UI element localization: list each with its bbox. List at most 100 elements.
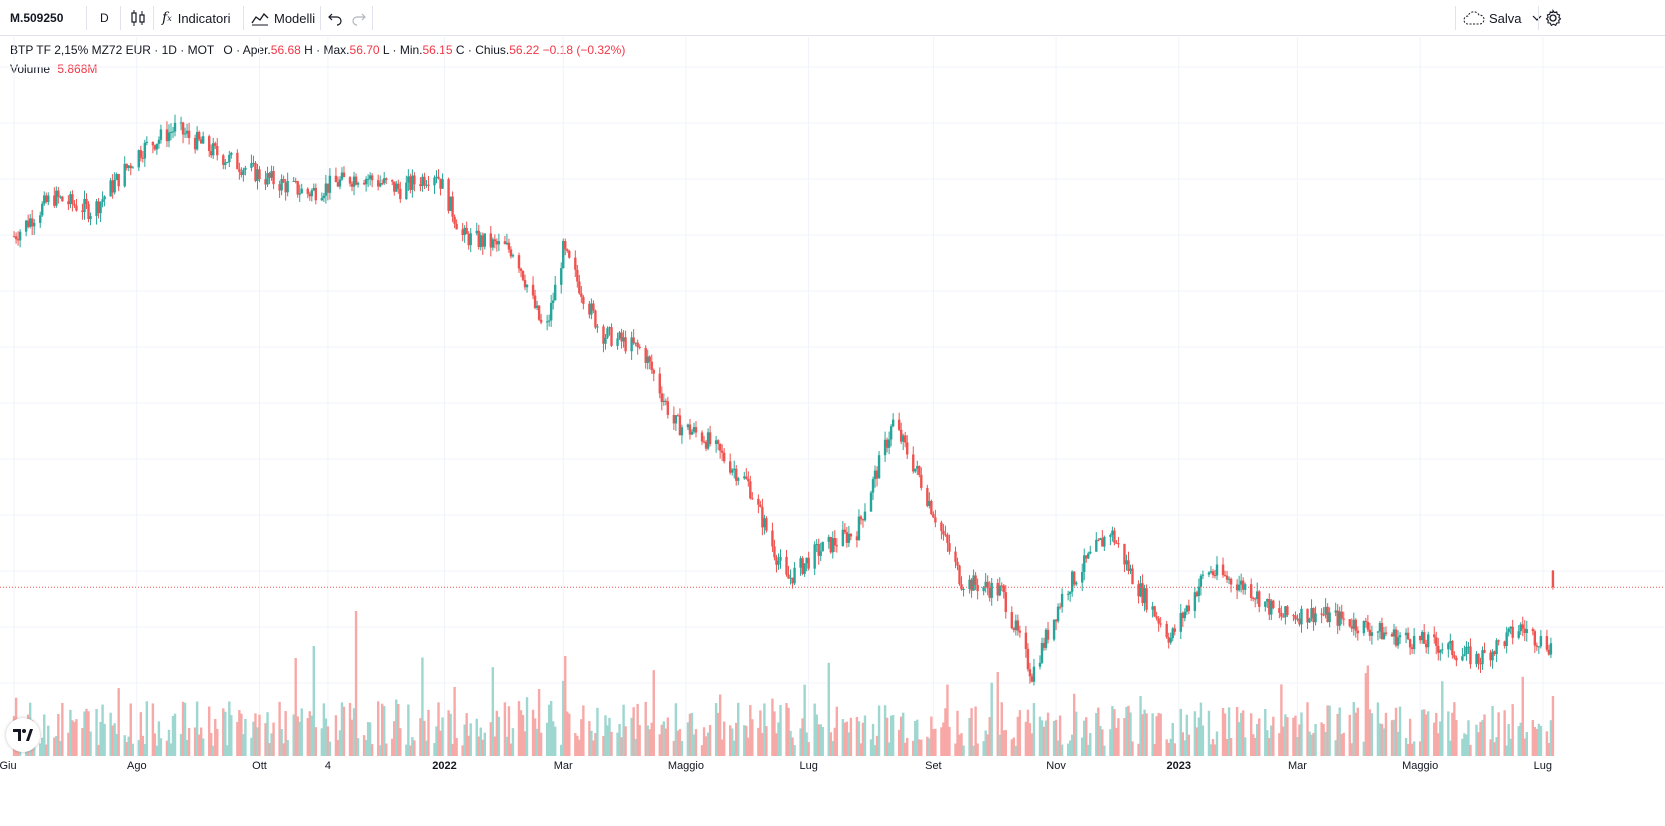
candle-body (123, 163, 126, 187)
candle-body (578, 281, 581, 294)
candle-body (1427, 634, 1430, 648)
candle-body (141, 157, 145, 159)
interval-button[interactable]: D (100, 0, 109, 36)
time-axis[interactable]: Giu Ago Ott 4 2022 Mar Maggio Lug Set Nov 2023 Mar M… (0, 756, 1665, 826)
candle-body (777, 560, 780, 565)
candle-body (678, 415, 682, 436)
templates-icon (251, 9, 269, 27)
volume-bar (151, 703, 155, 756)
candle-body (73, 203, 76, 206)
candle-body (855, 536, 859, 541)
volume-bar (1547, 742, 1551, 756)
volume-bar (793, 745, 796, 756)
candle-body (799, 558, 802, 568)
volume-bar (531, 709, 535, 756)
volume-bar (1306, 702, 1309, 756)
volume-bar (1310, 734, 1313, 756)
candle-body (1209, 571, 1213, 573)
candle-body (751, 498, 754, 500)
volume-bar (1348, 714, 1351, 756)
volume-bar (197, 734, 201, 756)
candle-body (467, 234, 470, 246)
volume-bar (861, 722, 865, 756)
candle-body (831, 538, 834, 553)
candle-body (1227, 578, 1231, 580)
volume-bar (1241, 710, 1245, 756)
candle-body (505, 242, 509, 245)
candle-body (1310, 607, 1313, 619)
candle-body (829, 536, 832, 553)
volume-bar (1070, 734, 1074, 756)
symbol-search-button[interactable]: M.509250 (10, 0, 63, 36)
candle-body (1151, 606, 1154, 610)
settings-button[interactable] (1544, 0, 1562, 36)
candle-body (1306, 608, 1309, 623)
candle-body (1533, 631, 1537, 646)
candle-body (368, 175, 372, 179)
candle-body (312, 187, 316, 191)
templates-button[interactable]: Modelli (251, 0, 315, 36)
volume-bar (932, 729, 935, 756)
candle-body (1348, 619, 1351, 627)
volume-bar (960, 733, 963, 756)
volume-bar (948, 726, 951, 756)
volume-bar (181, 701, 185, 756)
candle-body (588, 303, 591, 315)
volume-bar (1511, 704, 1514, 756)
volume-bar (831, 741, 834, 756)
cloud-icon (1463, 11, 1485, 25)
candle-body (242, 169, 245, 176)
candle-body (1171, 628, 1174, 639)
volume-bar (1002, 730, 1005, 756)
volume-bar (757, 727, 760, 756)
volume-bar (835, 706, 839, 756)
undo-button[interactable] (327, 0, 343, 36)
save-button[interactable]: Salva (1463, 0, 1542, 36)
volume-bar (1433, 722, 1436, 756)
candle-body (652, 370, 655, 374)
volume-bar (1113, 709, 1116, 756)
volume-bar (1227, 707, 1231, 756)
volume-bar (1221, 708, 1225, 756)
volume-bar (1028, 723, 1032, 756)
candle-body (109, 180, 112, 197)
volume-bar (1324, 731, 1327, 756)
volume-bar (855, 716, 859, 756)
candle-body (224, 162, 227, 165)
candle-body (1137, 584, 1140, 597)
candle-body (1525, 629, 1528, 633)
volume-bar (1143, 709, 1146, 756)
candle-body (157, 139, 161, 144)
chart-type-button[interactable] (128, 0, 148, 36)
candle-body (169, 131, 173, 133)
candle-body (1523, 628, 1526, 633)
candle-body (875, 470, 879, 479)
volume-bar (1539, 725, 1543, 756)
candle-body (901, 435, 905, 442)
candle-body (376, 180, 380, 187)
candle-body (1046, 629, 1050, 640)
volume-bar (718, 694, 722, 756)
volume-bar (1525, 732, 1528, 756)
candle-body (674, 415, 678, 424)
candle-body (268, 173, 271, 178)
volume-bar (256, 727, 259, 756)
volume-bar (376, 701, 380, 756)
price-chart[interactable] (0, 37, 1665, 756)
volume-value: 5.868M (57, 62, 98, 76)
x-tick-label: Ott (252, 760, 267, 772)
candle-body (210, 151, 213, 156)
redo-button[interactable] (351, 0, 367, 36)
volume-bar (990, 682, 993, 756)
volume-bar (805, 732, 808, 756)
volume-bar (1012, 737, 1016, 756)
volume-bar (423, 720, 426, 756)
candle-body (463, 227, 466, 235)
volume-bar (1087, 744, 1090, 756)
candle-body (179, 122, 183, 124)
candle-body (1213, 574, 1217, 576)
candle-body (350, 183, 354, 187)
tradingview-logo[interactable] (6, 718, 40, 752)
candle-body (465, 227, 468, 235)
